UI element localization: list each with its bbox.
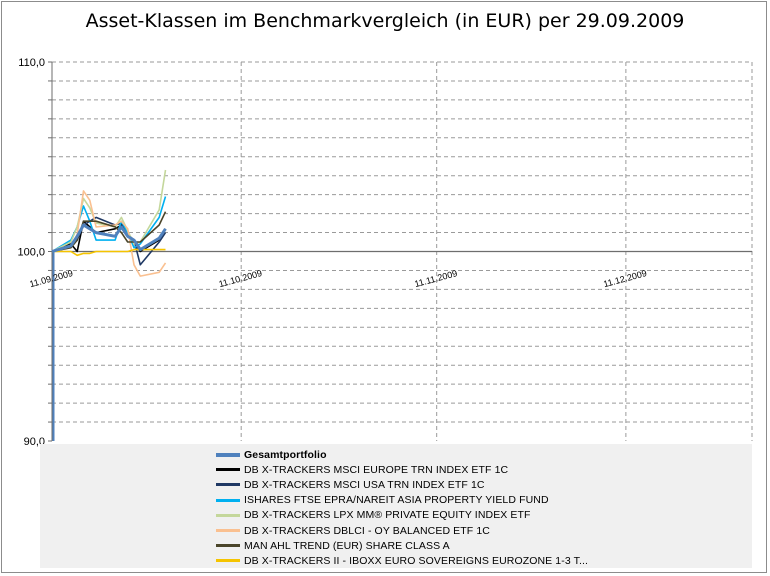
series-line-1 bbox=[51, 220, 167, 253]
legend-swatch bbox=[216, 559, 240, 563]
legend-label: MAN AHL TREND (EUR) SHARE CLASS A bbox=[244, 539, 450, 552]
legend-item: MAN AHL TREND (EUR) SHARE CLASS A bbox=[216, 538, 450, 553]
series-lines bbox=[51, 169, 167, 277]
legend-item: DB X-TRACKERS MSCI USA TRN INDEX ETF 1C bbox=[216, 477, 485, 492]
legend-label: DB X-TRACKERS MSCI EUROPE TRN INDEX ETF … bbox=[244, 463, 509, 476]
legend-label: Gesamtportfolio bbox=[244, 448, 327, 461]
series-line-4 bbox=[51, 169, 167, 253]
series-line-6 bbox=[51, 211, 167, 253]
y-tick-label: 100,0 bbox=[17, 247, 45, 259]
chart-title: Asset-Klassen im Benchmarkvergleich (in … bbox=[85, 10, 685, 32]
x-tick-label: 11.12.2009 bbox=[602, 268, 647, 289]
legend-item: ISHARES FTSE EPRA/NAREIT ASIA PROPERTY Y… bbox=[216, 493, 549, 508]
x-tick-label: 11.10.2009 bbox=[218, 268, 263, 289]
legend-swatch bbox=[216, 529, 240, 532]
legend-item: DB X-TRACKERS LPX MM® PRIVATE EQUITY IND… bbox=[216, 508, 531, 523]
axes: 110,0 100,0 90,0 11.09.2009 11.10.2009 11.11.… bbox=[17, 57, 752, 448]
legend-label: DB X-TRACKERS MSCI USA TRN INDEX ETF 1C bbox=[244, 478, 485, 491]
x-tick-label: 11.09.2009 bbox=[28, 268, 73, 289]
legend-swatch bbox=[216, 513, 240, 517]
legend-item: Gesamtportfolio bbox=[216, 447, 327, 462]
legend-label: DB X-TRACKERS LPX MM® PRIVATE EQUITY IND… bbox=[244, 509, 531, 522]
y-tick-label: 90,0 bbox=[24, 436, 45, 448]
legend-swatch bbox=[216, 544, 240, 548]
y-tick-label: 110,0 bbox=[18, 57, 45, 69]
legend-item: DB X-TRACKERS MSCI EUROPE TRN INDEX ETF … bbox=[216, 462, 508, 477]
legend-swatch bbox=[216, 468, 240, 472]
legend-swatch bbox=[216, 498, 240, 502]
legend-item: DB X-TRACKERS DBLCI - OY BALANCED ETF 1C bbox=[216, 523, 490, 538]
legend-swatch bbox=[216, 452, 240, 457]
legend-label: DB X-TRACKERS DBLCI - OY BALANCED ETF 1C bbox=[244, 524, 490, 537]
grid bbox=[52, 61, 753, 441]
x-tick-label: 11.11.2009 bbox=[413, 268, 458, 289]
legend-item: DB X-TRACKERS II - IBOXX EURO SOVEREIGNS… bbox=[216, 553, 588, 568]
series-line-0 bbox=[51, 223, 167, 253]
legend-label: ISHARES FTSE EPRA/NAREIT ASIA PROPERTY Y… bbox=[244, 494, 549, 507]
legend-swatch bbox=[216, 483, 240, 487]
legend: Gesamtportfolio DB X-TRACKERS MSCI EUROPE… bbox=[40, 444, 752, 568]
legend-label: DB X-TRACKERS II - IBOXX EURO SOVEREIGNS… bbox=[244, 554, 589, 567]
